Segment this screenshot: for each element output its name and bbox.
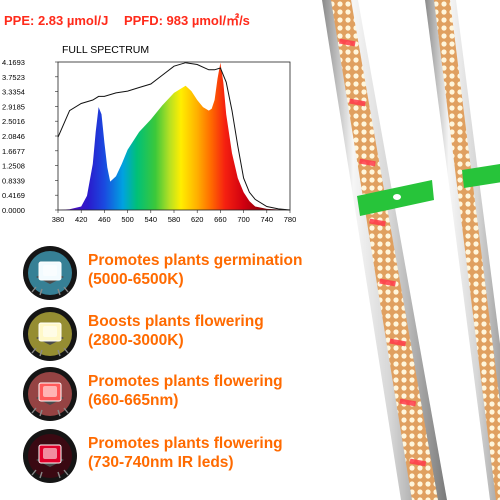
y-tick-label: 0.4169 [2, 191, 25, 200]
feature-item: Promotes plants germination (5000-6500K) [22, 245, 342, 301]
y-tick-label: 0.8339 [2, 176, 25, 185]
y-tick-label: 3.7523 [2, 73, 25, 82]
light-bar-right [425, 0, 500, 500]
x-tick-label: 540 [145, 215, 158, 224]
x-tick-label: 580 [168, 215, 181, 224]
feature-title: Promotes plants germination [88, 252, 303, 269]
x-tick-label: 460 [98, 215, 111, 224]
ppe-value: PPE: 2.83 µmol/J [4, 13, 109, 28]
ir-led-chip-icon [23, 429, 77, 483]
ppfd-value: PPFD: 983 µmol/㎡/s [123, 13, 250, 28]
y-tick-label: 1.2508 [2, 162, 25, 171]
light-bar-left [322, 0, 447, 500]
feature-item: Promotes plants flowering (660-665nm) [22, 366, 342, 422]
y-tick-label: 2.5016 [2, 117, 25, 126]
feature-subtitle: (5000-6500K) [88, 271, 184, 288]
red-led-row [389, 338, 406, 347]
red-led-chip-icon [23, 367, 77, 421]
spectrum-chart: FULL SPECTRUM 0.0000 0.4169 0.8339 1.2508 1.… [2, 44, 297, 224]
red-led-row [369, 218, 386, 227]
feature-subtitle: (660-665nm) [88, 392, 179, 409]
spec-header: PPE: 2.83 µmol/J PPFD: 983 µmol/㎡/s [4, 10, 304, 29]
chart-title: FULL SPECTRUM [62, 44, 149, 56]
red-led-row [399, 398, 417, 407]
x-tick-label: 420 [75, 215, 88, 224]
x-tick-label: 780 [284, 215, 297, 224]
feature-item: Promotes plants flowering (730-740nm IR l… [22, 428, 342, 484]
y-tick-label: 3.3354 [2, 88, 25, 97]
feature-title: Promotes plants flowering [88, 435, 283, 452]
y-tick-label: 1.6677 [2, 147, 25, 156]
y-tick-label: 2.0846 [2, 132, 25, 141]
y-tick-label: 0.0000 [2, 206, 25, 215]
red-led-row [349, 98, 366, 107]
feature-title: Promotes plants flowering [88, 373, 283, 390]
red-led-row [379, 278, 396, 287]
red-led-row [409, 458, 427, 467]
light-bar-product-image [322, 0, 500, 500]
y-tick-label: 2.9185 [2, 102, 25, 111]
warm-led-chip-icon [23, 307, 77, 361]
x-tick-label: 620 [191, 215, 204, 224]
feature-subtitle: (2800-3000K) [88, 332, 184, 349]
white-led-chip-icon [23, 246, 77, 300]
spectrum-area [58, 62, 290, 211]
feature-item: Boosts plants flowering (2800-3000K) [22, 306, 342, 362]
feature-subtitle: (730-740nm IR leds) [88, 454, 234, 471]
x-tick-label: 500 [121, 215, 134, 224]
x-tick-label: 380 [52, 215, 65, 224]
x-tick-label: 740 [261, 215, 274, 224]
reference-spectrum-line [57, 62, 291, 211]
red-led-row [359, 158, 376, 167]
feature-title: Boosts plants flowering [88, 313, 264, 330]
x-tick-label: 700 [237, 215, 250, 224]
bar-clip-right [462, 164, 500, 188]
x-tick-label: 660 [214, 215, 227, 224]
y-tick-label: 4.1693 [2, 58, 25, 67]
red-led-row [338, 38, 356, 47]
